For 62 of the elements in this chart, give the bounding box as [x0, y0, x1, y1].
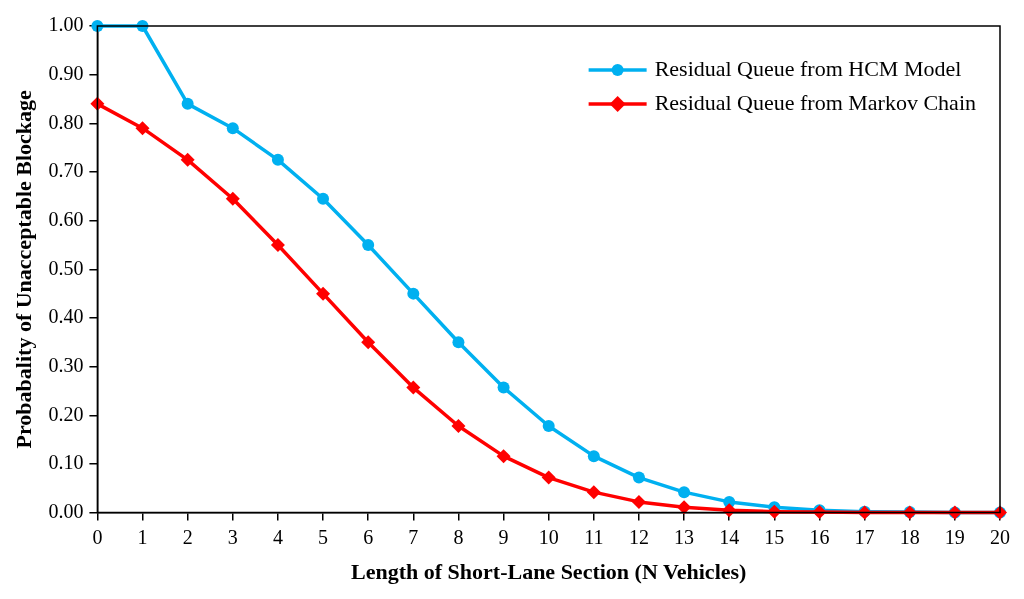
point: [722, 503, 737, 518]
point: [181, 97, 194, 110]
y-tick-label: 0.40: [48, 305, 84, 328]
y-tick-label: 0.60: [48, 207, 84, 230]
x-tick-label: 12: [628, 525, 649, 548]
point: [587, 450, 600, 463]
x-tick-label: 8: [453, 525, 464, 548]
x-tick-label: 2: [182, 525, 193, 548]
x-tick-label: 3: [227, 525, 238, 548]
x-tick-label: 0: [92, 525, 103, 548]
y-tick-label: 0.30: [48, 353, 84, 376]
point: [362, 238, 375, 251]
point: [226, 122, 239, 135]
x-tick-label: 11: [584, 525, 604, 548]
point: [496, 449, 511, 464]
x-tick-label: 1: [137, 525, 148, 548]
y-tick-label: 0.00: [48, 499, 84, 522]
point: [632, 471, 645, 484]
x-tick-label: 6: [363, 525, 374, 548]
point: [135, 121, 150, 136]
x-tick-label: 4: [272, 525, 283, 548]
point: [225, 191, 240, 206]
y-tick-label: 0.80: [48, 110, 84, 133]
y-tick-label: 1.00: [48, 13, 84, 36]
x-tick-label: 7: [408, 525, 419, 548]
y-tick-label: 0.90: [48, 61, 84, 84]
point: [542, 419, 555, 432]
y-tick-label: 0.10: [48, 451, 84, 474]
x-tick-label: 15: [764, 525, 785, 548]
point: [361, 335, 376, 350]
legend-label: Residual Queue from Markov Chain: [654, 89, 976, 115]
point: [677, 500, 692, 515]
x-tick-label: 16: [809, 525, 830, 548]
y-tick-label: 0.50: [48, 256, 84, 279]
y-tick-label: 0.20: [48, 402, 84, 425]
point: [497, 381, 510, 394]
legend-label: Residual Queue from HCM Model: [654, 55, 962, 81]
point: [631, 494, 646, 509]
point: [317, 192, 330, 205]
y-tick-label: 0.70: [48, 159, 84, 182]
point: [586, 485, 601, 500]
x-tick-label: 9: [498, 525, 509, 548]
point: [406, 380, 421, 395]
point: [541, 470, 556, 485]
x-tick-label: 10: [538, 525, 559, 548]
point: [407, 287, 420, 300]
x-tick-label: 13: [674, 525, 695, 548]
x-tick-label: 20: [990, 525, 1010, 548]
point: [271, 153, 284, 166]
point: [316, 286, 331, 301]
x-tick-label: 5: [318, 525, 329, 548]
x-tick-label: 18: [899, 525, 920, 548]
point: [180, 152, 195, 167]
point: [678, 486, 691, 499]
x-tick-label: 17: [854, 525, 875, 548]
point: [270, 237, 285, 252]
y-axis-title: Probabality of Unacceptable Blockage: [10, 89, 36, 449]
x-axis-title: Length of Short-Lane Section (N Vehicles): [351, 559, 747, 585]
x-tick-label: 19: [944, 525, 965, 548]
point: [451, 418, 466, 433]
x-tick-label: 14: [719, 525, 740, 548]
point: [452, 336, 465, 349]
